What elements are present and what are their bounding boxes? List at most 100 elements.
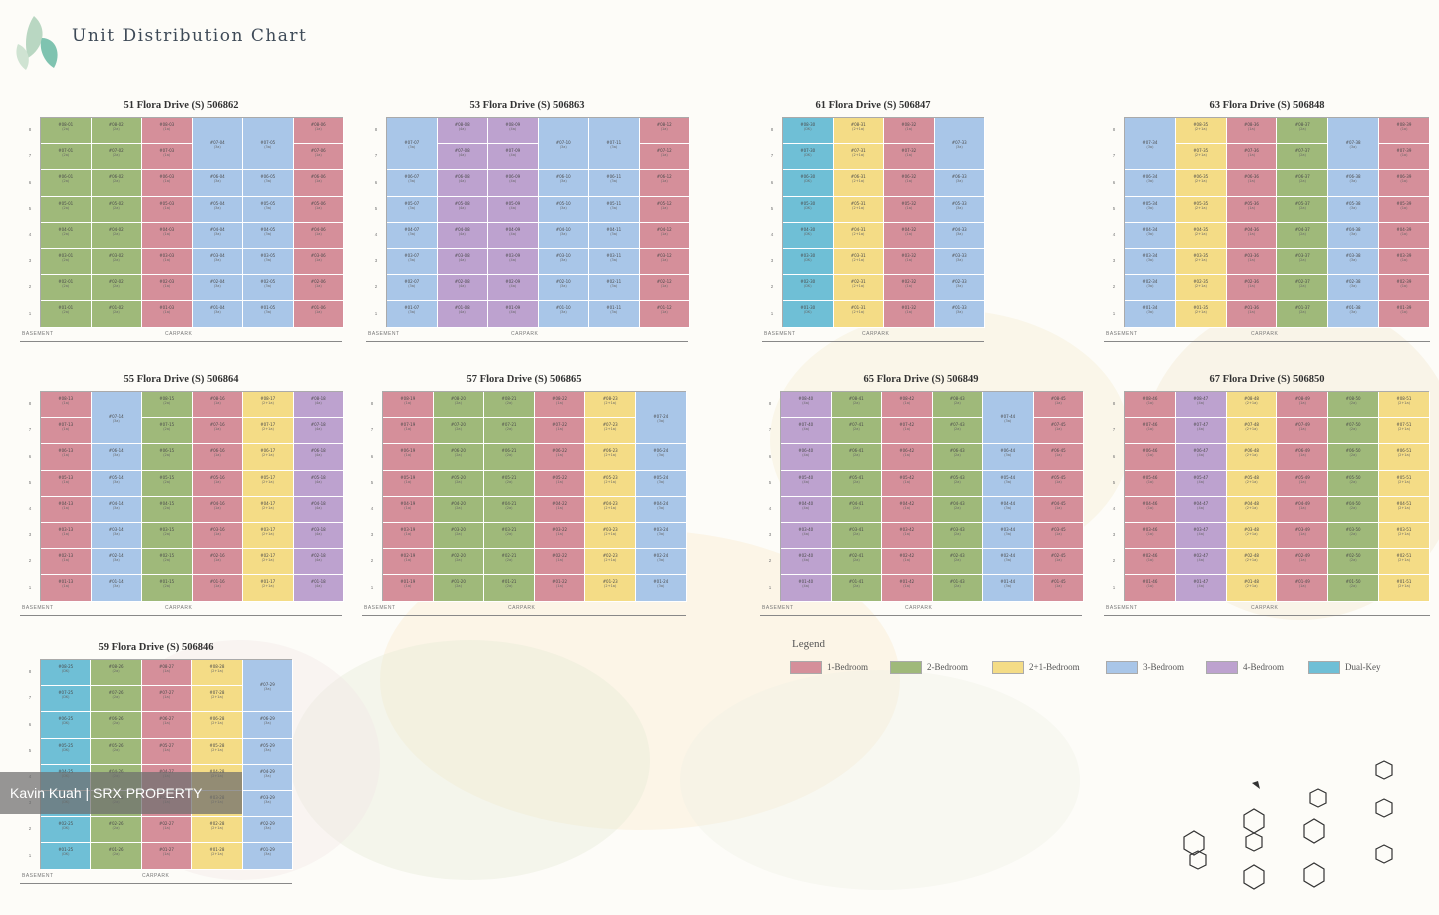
unit-cell[interactable]: #01-25 (DK)	[41, 843, 92, 870]
unit-cell[interactable]: #04-42 (1a)	[882, 496, 933, 523]
unit-cell[interactable]: #01-24 (3a)	[636, 575, 687, 602]
unit-cell[interactable]: #07-07 (3a)	[387, 118, 438, 171]
unit-cell[interactable]: #05-51 (2+1a)	[1379, 470, 1430, 497]
unit-cell[interactable]: #06-42 (1a)	[882, 444, 933, 471]
unit-cell[interactable]: #08-26 (2a)	[91, 660, 142, 687]
unit-cell[interactable]: #03-13 (1a)	[41, 523, 92, 550]
unit-cell[interactable]: #04-13 (1a)	[41, 496, 92, 523]
unit-cell[interactable]: #07-18 (4a)	[293, 418, 344, 445]
unit-cell[interactable]: #07-14 (3a)	[91, 392, 142, 445]
unit-cell[interactable]: #01-30 (DK)	[783, 301, 834, 328]
unit-cell[interactable]: #06-44 (3a)	[983, 444, 1034, 471]
unit-cell[interactable]: #07-10 (3a)	[538, 118, 589, 171]
unit-cell[interactable]: #02-23 (2+1a)	[585, 549, 636, 576]
unit-cell[interactable]: #03-48 (2+1a)	[1226, 523, 1278, 550]
unit-cell[interactable]: #02-01 (2a)	[41, 275, 92, 302]
unit-cell[interactable]: #07-48 (2+1a)	[1226, 418, 1278, 445]
unit-cell[interactable]: #04-21 (2a)	[484, 496, 535, 523]
unit-cell[interactable]: #04-19 (1a)	[383, 496, 434, 523]
unit-cell[interactable]: #02-22 (1a)	[534, 549, 586, 576]
unit-cell[interactable]: #05-50 (2a)	[1328, 470, 1379, 497]
unit-cell[interactable]: #01-20 (2a)	[433, 575, 485, 602]
unit-cell[interactable]: #01-14 (3a)	[91, 575, 142, 602]
unit-cell[interactable]: #02-24 (3a)	[636, 549, 687, 576]
unit-cell[interactable]: #04-04 (3a)	[192, 222, 243, 249]
unit-cell[interactable]: #07-27 (1a)	[141, 686, 193, 713]
unit-cell[interactable]: #04-33 (3a)	[934, 222, 985, 249]
unit-cell[interactable]: #07-26 (2a)	[91, 686, 142, 713]
unit-cell[interactable]: #03-46 (1a)	[1125, 523, 1176, 550]
unit-cell[interactable]: #05-06 (1a)	[293, 196, 344, 223]
unit-cell[interactable]: #01-35 (2+1a)	[1175, 301, 1227, 328]
unit-cell[interactable]: #01-03 (1a)	[142, 301, 193, 328]
unit-cell[interactable]: #04-47 (4a)	[1175, 496, 1227, 523]
unit-cell[interactable]: #01-06 (1a)	[293, 301, 344, 328]
unit-cell[interactable]: #03-20 (2a)	[433, 523, 485, 550]
unit-cell[interactable]: #01-32 (1a)	[884, 301, 935, 328]
unit-cell[interactable]: #03-23 (2+1a)	[585, 523, 636, 550]
unit-cell[interactable]: #07-08 (4a)	[437, 144, 488, 171]
unit-cell[interactable]: #05-25 (DK)	[41, 738, 92, 765]
unit-cell[interactable]: #06-18 (4a)	[293, 444, 344, 471]
unit-cell[interactable]: #02-20 (2a)	[433, 549, 485, 576]
unit-cell[interactable]: #08-27 (1a)	[141, 660, 193, 687]
unit-cell[interactable]: #01-05 (3a)	[243, 301, 294, 328]
unit-cell[interactable]: #05-30 (DK)	[783, 196, 834, 223]
unit-cell[interactable]: #04-24 (3a)	[636, 496, 687, 523]
unit-cell[interactable]: #07-03 (1a)	[142, 144, 193, 171]
unit-cell[interactable]: #03-19 (1a)	[383, 523, 434, 550]
unit-cell[interactable]: #01-36 (1a)	[1226, 301, 1278, 328]
unit-cell[interactable]: #05-41 (2a)	[831, 470, 882, 497]
unit-cell[interactable]: #07-50 (2a)	[1328, 418, 1379, 445]
unit-cell[interactable]: #04-10 (3a)	[538, 222, 589, 249]
unit-cell[interactable]: #05-12 (1a)	[639, 196, 690, 223]
unit-cell[interactable]: #05-45 (1a)	[1033, 470, 1084, 497]
unit-cell[interactable]: #02-09 (4a)	[488, 275, 539, 302]
unit-cell[interactable]: #07-49 (1a)	[1277, 418, 1329, 445]
unit-cell[interactable]: #05-39 (1a)	[1379, 196, 1430, 223]
unit-cell[interactable]: #03-29 (3a)	[242, 791, 293, 818]
unit-cell[interactable]: #01-50 (2a)	[1328, 575, 1379, 602]
unit-cell[interactable]: #06-21 (2a)	[484, 444, 535, 471]
unit-cell[interactable]: #04-29 (3a)	[242, 764, 293, 791]
unit-cell[interactable]: #02-03 (1a)	[142, 275, 193, 302]
unit-cell[interactable]: #03-24 (3a)	[636, 523, 687, 550]
unit-cell[interactable]: #05-40 (4a)	[781, 470, 832, 497]
unit-cell[interactable]: #02-04 (3a)	[192, 275, 243, 302]
unit-cell[interactable]: #03-43 (2a)	[932, 523, 983, 550]
unit-cell[interactable]: #05-01 (2a)	[41, 196, 92, 223]
unit-cell[interactable]: #05-04 (3a)	[192, 196, 243, 223]
unit-cell[interactable]: #03-45 (1a)	[1033, 523, 1084, 550]
unit-cell[interactable]: #02-37 (2a)	[1277, 275, 1329, 302]
unit-cell[interactable]: #07-05 (3a)	[243, 118, 294, 171]
unit-cell[interactable]: #07-15 (2a)	[142, 418, 193, 445]
unit-cell[interactable]: #07-31 (2+1a)	[833, 144, 884, 171]
unit-cell[interactable]: #02-38 (3a)	[1328, 275, 1379, 302]
unit-cell[interactable]: #05-10 (3a)	[538, 196, 589, 223]
unit-cell[interactable]: #06-25 (DK)	[41, 712, 92, 739]
unit-cell[interactable]: #04-39 (1a)	[1379, 222, 1430, 249]
unit-cell[interactable]: #06-49 (1a)	[1277, 444, 1329, 471]
unit-cell[interactable]: #06-22 (1a)	[534, 444, 586, 471]
unit-cell[interactable]: #08-47 (4a)	[1175, 392, 1227, 419]
unit-cell[interactable]: #05-16 (1a)	[192, 470, 243, 497]
unit-cell[interactable]: #03-51 (2+1a)	[1379, 523, 1430, 550]
unit-cell[interactable]: #02-19 (1a)	[383, 549, 434, 576]
unit-cell[interactable]: #02-36 (1a)	[1226, 275, 1278, 302]
unit-cell[interactable]: #02-46 (1a)	[1125, 549, 1176, 576]
unit-cell[interactable]: #01-34 (3a)	[1125, 301, 1176, 328]
unit-cell[interactable]: #08-17 (2+1a)	[243, 392, 294, 419]
unit-cell[interactable]: #01-09 (4a)	[488, 301, 539, 328]
unit-cell[interactable]: #02-31 (2+1a)	[833, 275, 884, 302]
unit-cell[interactable]: #03-44 (3a)	[983, 523, 1034, 550]
unit-cell[interactable]: #04-30 (DK)	[783, 222, 834, 249]
unit-cell[interactable]: #02-10 (3a)	[538, 275, 589, 302]
unit-cell[interactable]: #02-33 (3a)	[934, 275, 985, 302]
unit-cell[interactable]: #08-08 (4a)	[437, 118, 488, 145]
unit-cell[interactable]: #05-15 (2a)	[142, 470, 193, 497]
unit-cell[interactable]: #04-45 (1a)	[1033, 496, 1084, 523]
unit-cell[interactable]: #03-49 (1a)	[1277, 523, 1329, 550]
unit-cell[interactable]: #04-38 (3a)	[1328, 222, 1379, 249]
unit-cell[interactable]: #08-23 (2+1a)	[585, 392, 636, 419]
unit-cell[interactable]: #06-51 (2+1a)	[1379, 444, 1430, 471]
